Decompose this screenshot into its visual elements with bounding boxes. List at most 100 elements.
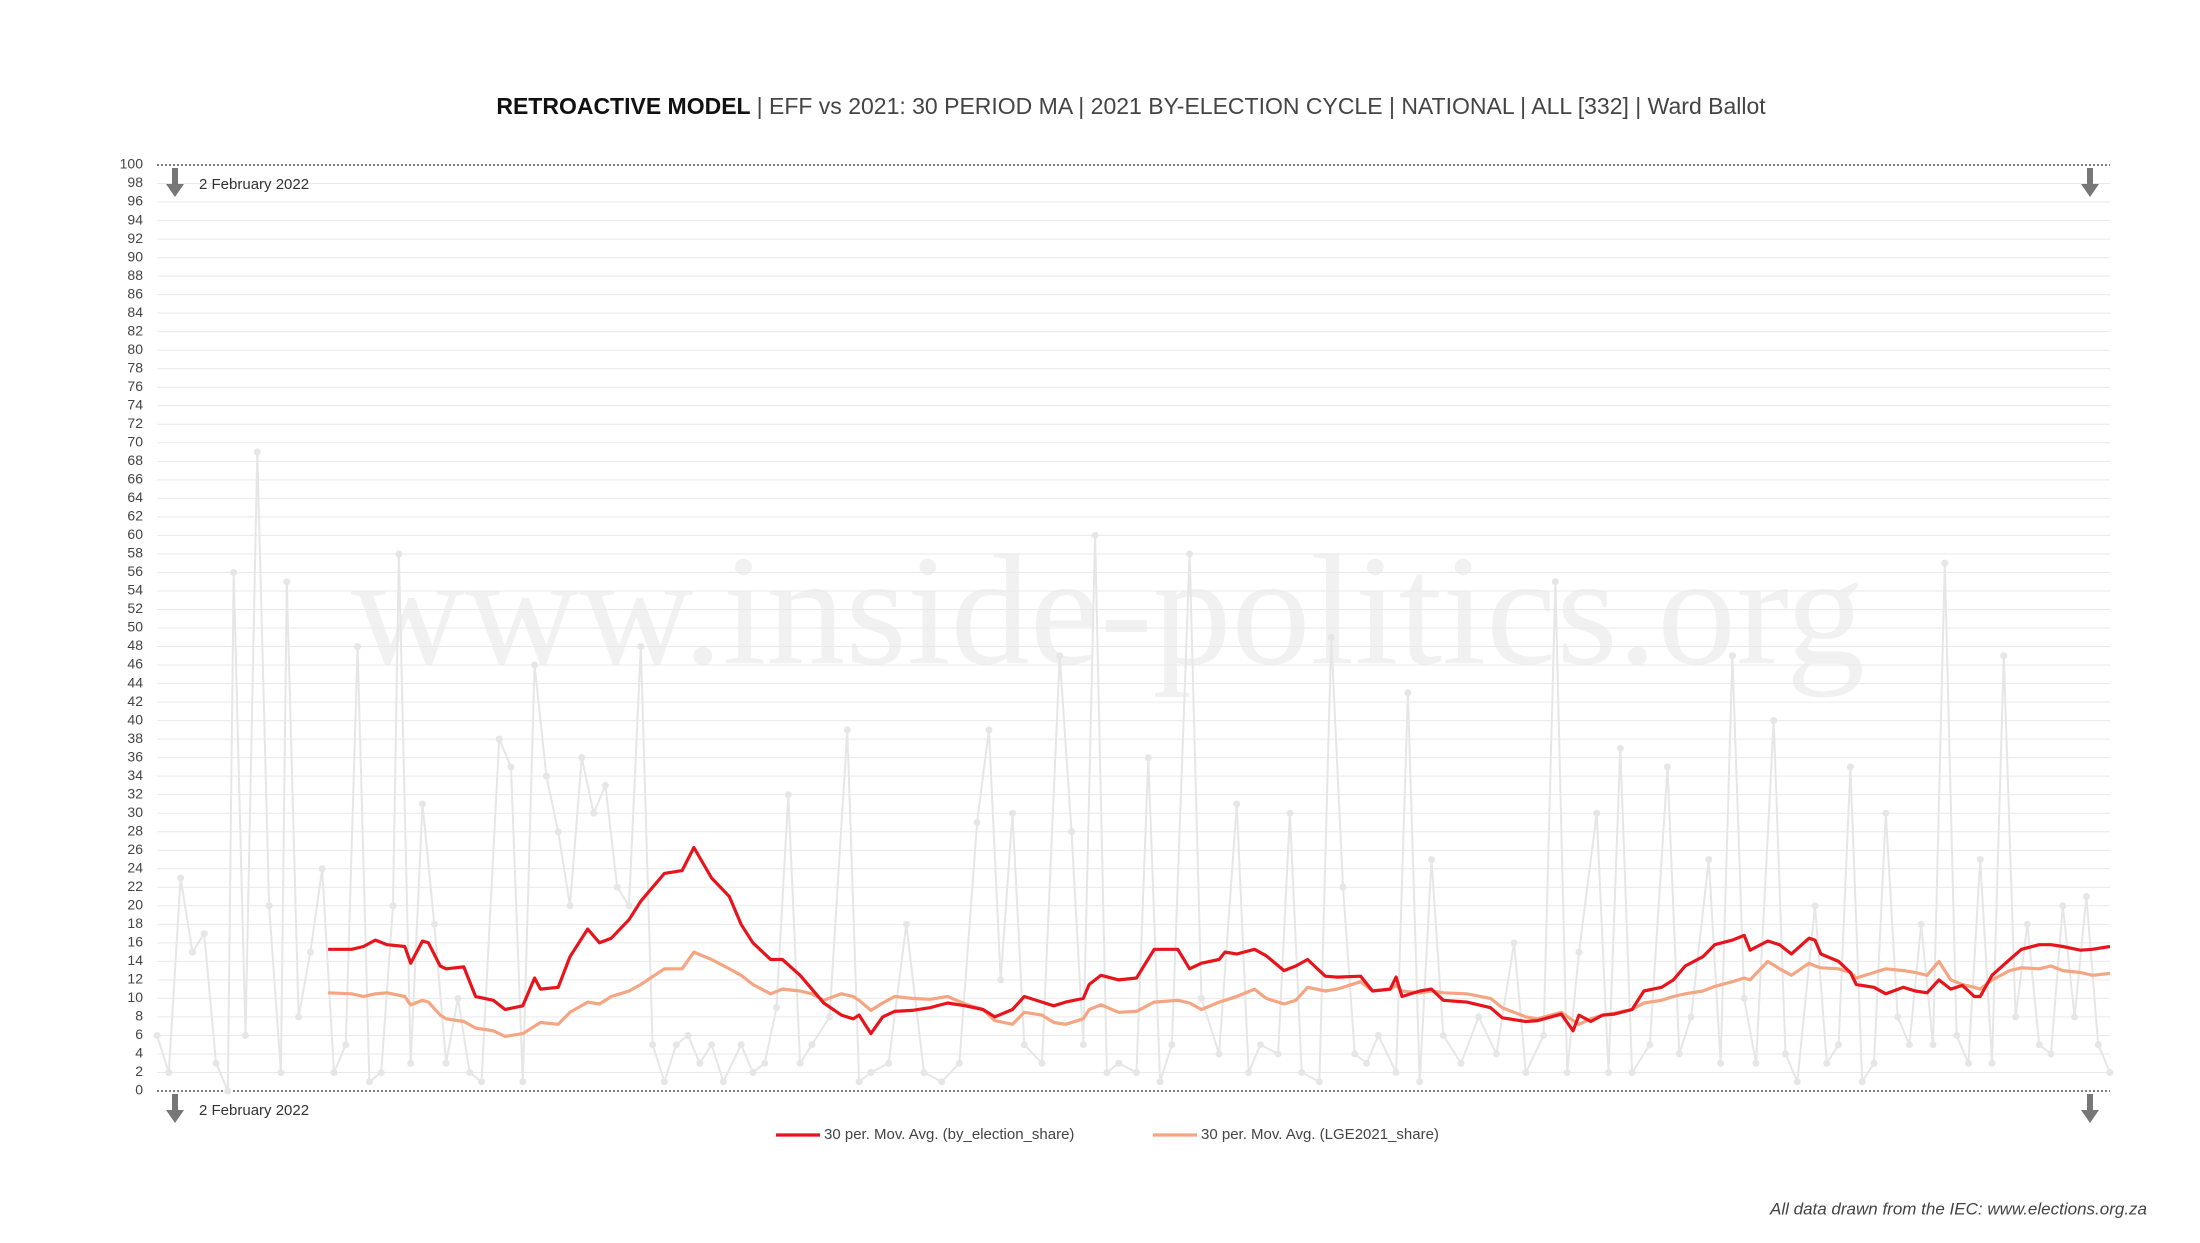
data-point: [1186, 550, 1194, 558]
y-tick-label: 30: [127, 804, 143, 820]
data-point: [1964, 1059, 1972, 1067]
data-point: [1575, 948, 1583, 956]
data-point: [1929, 1041, 1937, 1049]
data-point: [719, 1078, 727, 1086]
title: RETROACTIVE MODEL: [496, 93, 750, 119]
data-point: [1604, 1068, 1612, 1076]
data-point: [1038, 1059, 1046, 1067]
y-tick-label: 76: [127, 378, 143, 394]
y-tick-label: 68: [127, 452, 143, 468]
data-point: [1286, 809, 1294, 817]
data-point: [1215, 1050, 1223, 1058]
data-point: [1168, 1041, 1176, 1049]
data-point: [542, 772, 550, 780]
data-point: [1770, 717, 1778, 725]
data-point: [590, 809, 598, 817]
y-tick-label: 80: [127, 341, 143, 357]
data-point: [1256, 1041, 1264, 1049]
data-point: [1492, 1050, 1500, 1058]
data-point: [1392, 1068, 1400, 1076]
data-point: [365, 1078, 373, 1086]
data-point: [1475, 1013, 1483, 1021]
data-point: [1646, 1041, 1654, 1049]
arrow: [166, 1110, 184, 1123]
data-point: [253, 448, 261, 456]
y-tick-label: 32: [127, 785, 143, 801]
data-point: [2047, 1050, 2055, 1058]
data-point: [2094, 1041, 2102, 1049]
legend-label: 30 per. Mov. Avg. (by_election_share): [824, 1126, 1074, 1143]
data-point: [1457, 1059, 1465, 1067]
annotation: 2 February 2022: [199, 176, 309, 193]
data-point: [165, 1068, 173, 1076]
y-tick-label: 96: [127, 193, 143, 209]
data-point: [660, 1078, 668, 1086]
annotation: 2 February 2022: [199, 1102, 309, 1119]
y-tick-label: 18: [127, 915, 143, 931]
data-point: [1870, 1059, 1878, 1067]
data-point: [2082, 893, 2090, 901]
data-point: [478, 1078, 486, 1086]
data-point: [1705, 856, 1713, 863]
y-tick-label: 100: [120, 156, 144, 172]
y-tick-label: 24: [127, 859, 143, 875]
data-point: [672, 1041, 680, 1049]
data-point: [1197, 994, 1205, 1002]
data-point: [265, 902, 273, 910]
data-point: [188, 948, 196, 956]
arrow: [2087, 168, 2093, 186]
data-point: [1663, 763, 1671, 771]
data-point: [1835, 1041, 1843, 1049]
y-tick-label: 8: [135, 1008, 143, 1024]
arrow: [172, 1094, 178, 1112]
data-point: [637, 643, 645, 651]
y-tick-label: 22: [127, 878, 143, 894]
data-point: [2012, 1013, 2020, 1021]
data-point: [708, 1041, 716, 1049]
data-point: [2059, 902, 2067, 910]
data-point: [784, 791, 792, 799]
data-point: [1427, 856, 1435, 863]
data-point: [1327, 633, 1335, 641]
data-point: [377, 1068, 385, 1076]
y-tick-label: 10: [127, 989, 143, 1005]
y-tick-label: 88: [127, 267, 143, 283]
data-point: [454, 994, 462, 1002]
data-point: [1563, 1068, 1571, 1076]
source-note: All data drawn from the IEC: www.electio…: [1769, 1199, 2147, 1218]
data-point: [1115, 1059, 1123, 1067]
data-point: [1858, 1078, 1866, 1086]
data-point: [601, 781, 609, 789]
data-point: [773, 1004, 781, 1012]
arrow: [2087, 1094, 2093, 1112]
data-point: [566, 902, 574, 910]
legend-label: 30 per. Mov. Avg. (LGE2021_share): [1201, 1126, 1439, 1143]
data-point: [466, 1068, 474, 1076]
data-point: [902, 920, 910, 928]
data-point: [1593, 809, 1601, 817]
data-point: [1439, 1031, 1447, 1039]
arrow: [172, 168, 178, 186]
y-tick-label: 92: [127, 230, 143, 246]
y-tick-label: 64: [127, 489, 143, 505]
data-point: [342, 1041, 350, 1049]
data-point: [1298, 1068, 1306, 1076]
data-point: [224, 1087, 232, 1095]
series-line: [328, 950, 2111, 1038]
data-point: [1811, 902, 1819, 910]
data-point: [389, 902, 397, 910]
y-tick-label: 40: [127, 711, 143, 727]
data-point: [242, 1031, 250, 1039]
data-point: [212, 1059, 220, 1067]
data-point: [1522, 1068, 1530, 1076]
data-point: [1728, 652, 1736, 660]
data-point: [1917, 920, 1925, 928]
data-point: [442, 1059, 450, 1067]
y-tick-label: 48: [127, 637, 143, 653]
y-tick-label: 66: [127, 471, 143, 487]
y-tick-label: 12: [127, 971, 143, 987]
y-tick-label: 46: [127, 656, 143, 672]
data-point: [985, 726, 993, 734]
data-point: [796, 1059, 804, 1067]
